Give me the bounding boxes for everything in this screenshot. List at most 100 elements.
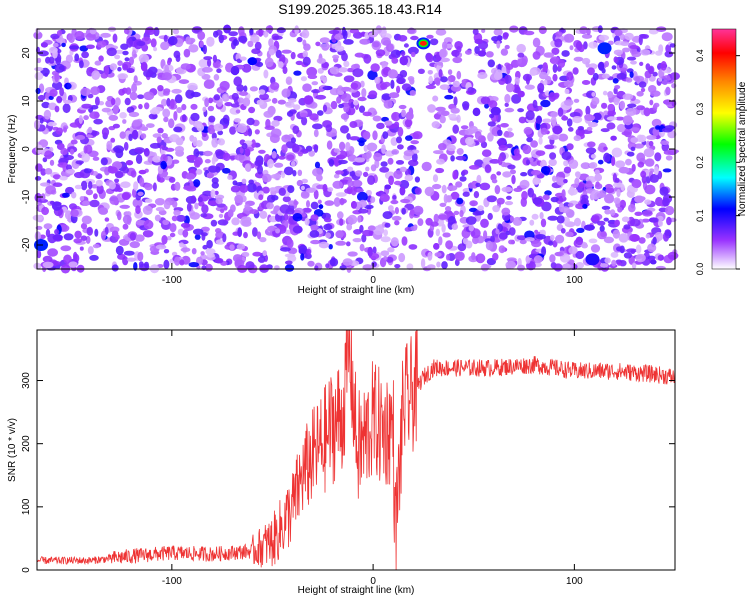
heatmap-cell — [190, 103, 198, 110]
heatmap-cell — [36, 57, 42, 64]
heatmap-cell — [140, 126, 149, 131]
heatmap-cell — [231, 217, 240, 226]
heatmap-cell — [394, 207, 399, 215]
heatmap-cell — [302, 56, 311, 66]
heatmap-cell — [648, 28, 659, 35]
heatmap-cell — [172, 28, 180, 35]
heatmap-cell — [532, 178, 541, 185]
heatmap-cell — [486, 195, 497, 203]
heatmap-cell — [192, 228, 204, 235]
heatmap-cell — [52, 42, 59, 48]
heatmap-cell — [619, 199, 626, 209]
heatmap-cell — [504, 74, 512, 85]
heatmap-cell — [532, 37, 541, 48]
heatmap-cell — [401, 236, 408, 246]
heatmap-y-tick-label: 10 — [21, 95, 32, 107]
heatmap-cell — [487, 132, 494, 142]
heatmap-cell — [246, 117, 255, 126]
snr-series-line — [37, 330, 675, 570]
heatmap-cell — [349, 121, 358, 128]
heatmap-cell — [376, 122, 385, 130]
heatmap-cell — [210, 189, 216, 198]
heatmap-cell — [509, 215, 515, 222]
heatmap-cell — [268, 38, 274, 48]
heatmap-cell — [563, 160, 569, 167]
heatmap-cell — [233, 38, 238, 46]
heatmap-cell — [52, 174, 61, 180]
heatmap-cell — [438, 143, 447, 151]
heatmap-cell — [591, 92, 596, 97]
heatmap-cell — [169, 98, 175, 109]
heatmap-cell — [49, 89, 58, 97]
heatmap-cell — [452, 56, 463, 64]
heatmap-cell — [269, 187, 277, 192]
heatmap-cell — [161, 146, 168, 151]
heatmap-cell — [258, 194, 264, 201]
heatmap-cell — [123, 250, 135, 256]
heatmap-cell — [112, 105, 119, 115]
heatmap-cell — [34, 176, 42, 181]
heatmap-cell — [409, 209, 415, 216]
heatmap-cell — [296, 36, 303, 43]
heatmap-cell — [452, 170, 458, 180]
heatmap-cell — [619, 100, 625, 110]
heatmap-cell — [38, 198, 49, 203]
heatmap-cell — [41, 206, 49, 216]
heatmap-cell — [527, 187, 534, 198]
heatmap-cell — [606, 116, 618, 121]
heatmap-cell — [202, 106, 207, 113]
heatmap-cell — [223, 94, 228, 100]
heatmap-cell — [366, 142, 378, 152]
heatmap-cell — [589, 162, 598, 169]
heatmap-cell — [92, 156, 100, 161]
heatmap-cell — [310, 214, 319, 222]
heatmap-cell — [427, 251, 433, 261]
heatmap-cell — [85, 189, 93, 196]
heatmap-cell — [457, 243, 467, 252]
heatmap-cell — [597, 220, 606, 226]
heatmap-cell — [493, 28, 503, 36]
heatmap-cell — [171, 88, 182, 94]
heatmap-cell — [629, 234, 640, 242]
heatmap-cell — [322, 183, 328, 193]
heatmap-cell — [540, 99, 551, 108]
heatmap-cell — [397, 144, 404, 150]
heatmap-cell — [200, 213, 208, 218]
heatmap-cell — [45, 228, 51, 238]
heatmap-cell — [50, 33, 60, 40]
heatmap-cell — [562, 263, 571, 270]
heatmap-cell — [45, 185, 56, 195]
heatmap-cell — [399, 70, 408, 78]
heatmap-cell — [199, 40, 204, 48]
heatmap-cell — [169, 232, 176, 238]
heatmap-cell — [81, 215, 92, 225]
heatmap-cell — [340, 113, 350, 120]
heatmap-cell — [74, 53, 80, 62]
heatmap-cell — [387, 247, 395, 253]
heatmap-cell — [472, 236, 479, 245]
heatmap-cell — [271, 151, 277, 159]
colorbar-label: Normalized spectral amplitude — [737, 81, 748, 216]
heatmap-cell — [388, 92, 400, 99]
heatmap-cell — [98, 55, 104, 62]
heatmap-cell — [112, 123, 120, 129]
heatmap-cell — [460, 125, 469, 130]
heatmap-cell — [565, 231, 574, 238]
heatmap-cell — [496, 171, 502, 176]
heatmap-cell — [137, 191, 144, 196]
heatmap-cell — [613, 49, 624, 56]
heatmap-cell — [216, 203, 226, 208]
heatmap-cell — [567, 202, 574, 208]
heatmap-cell — [144, 261, 149, 269]
heatmap-cell — [152, 155, 162, 163]
heatmap-cell — [461, 169, 469, 175]
heatmap-cell — [504, 107, 515, 113]
heatmap-hotspot — [419, 40, 427, 46]
heatmap-cell — [267, 158, 274, 169]
heatmap-cell — [195, 140, 203, 147]
heatmap-cell — [104, 217, 110, 222]
heatmap-cell — [622, 93, 634, 100]
heatmap-cell — [581, 33, 593, 39]
heatmap-cell — [557, 107, 564, 117]
heatmap-cell — [640, 170, 647, 178]
